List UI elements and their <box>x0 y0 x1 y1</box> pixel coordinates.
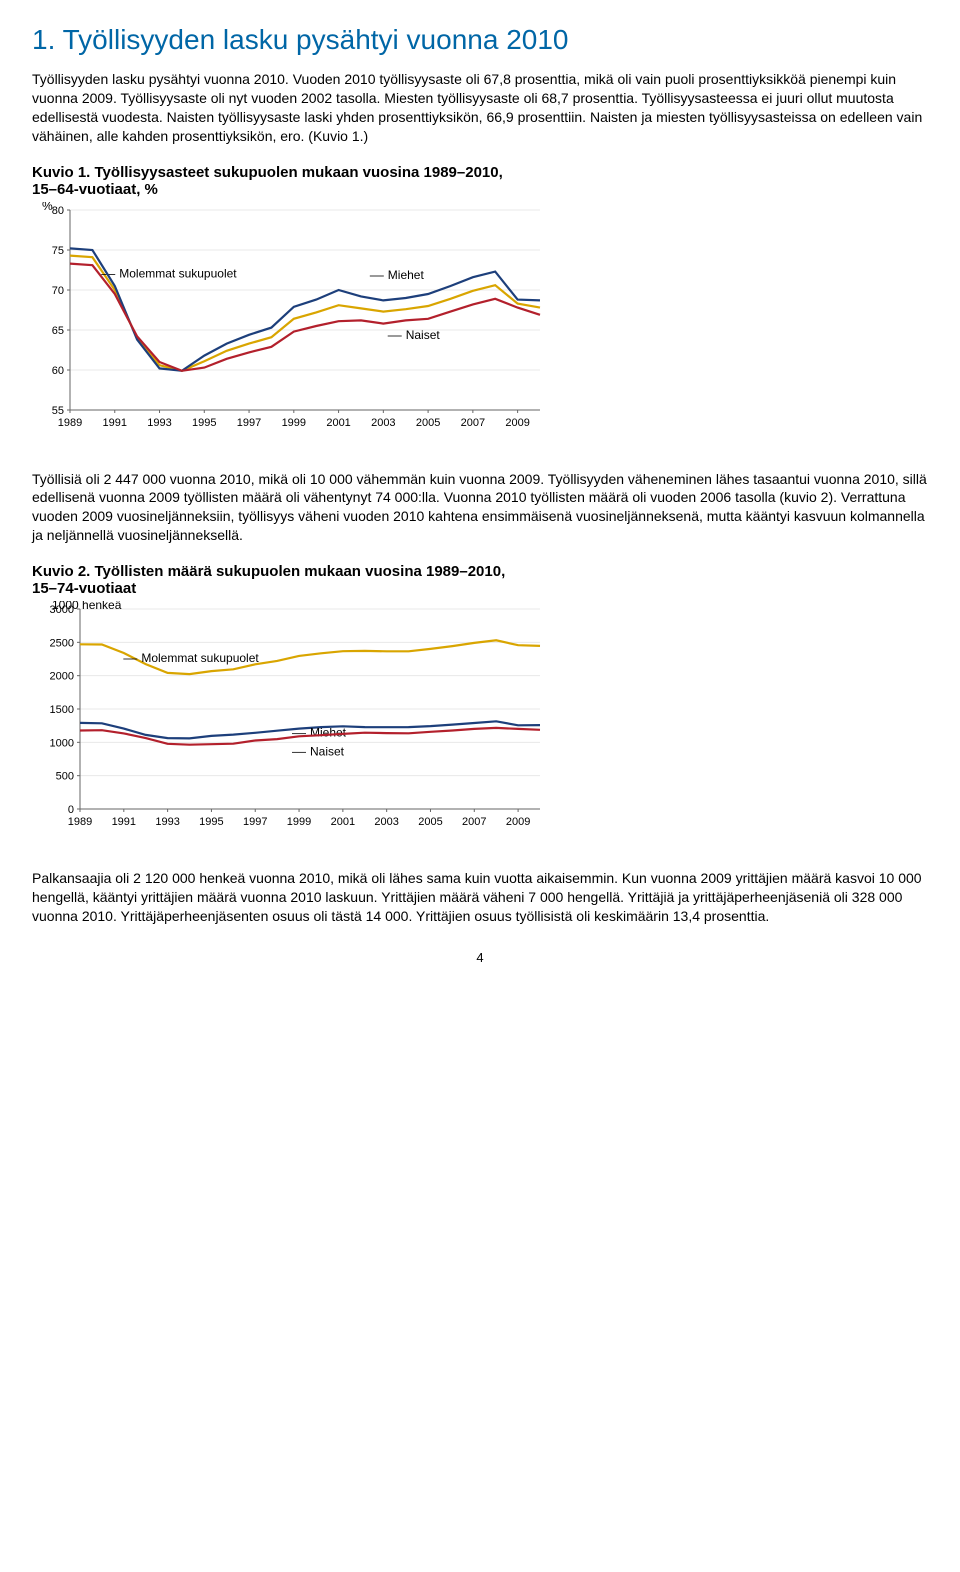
svg-text:1000: 1000 <box>50 737 74 749</box>
svg-text:0: 0 <box>68 804 74 816</box>
paragraph-1: Työllisyyden lasku pysähtyi vuonna 2010.… <box>32 70 928 146</box>
svg-text:1997: 1997 <box>237 417 261 429</box>
svg-text:Naiset: Naiset <box>310 744 345 758</box>
svg-text:1989: 1989 <box>68 816 92 828</box>
svg-text:Molemmat sukupuolet: Molemmat sukupuolet <box>119 266 237 280</box>
svg-text:2500: 2500 <box>50 637 74 649</box>
paragraph-2: Työllisiä oli 2 447 000 vuonna 2010, mik… <box>32 470 928 546</box>
figure2-title-line1: Kuvio 2. Työllisten määrä sukupuolen muk… <box>32 563 505 580</box>
page-number: 4 <box>32 950 928 965</box>
svg-text:1989: 1989 <box>58 417 82 429</box>
svg-text:Miehet: Miehet <box>310 726 347 740</box>
svg-text:1993: 1993 <box>147 417 171 429</box>
figure2-title-line2: 15–74-vuotiaat <box>32 580 136 597</box>
svg-text:2007: 2007 <box>462 816 486 828</box>
svg-text:2001: 2001 <box>331 816 355 828</box>
svg-text:2003: 2003 <box>371 417 395 429</box>
svg-text:1995: 1995 <box>199 816 223 828</box>
svg-text:2005: 2005 <box>416 417 440 429</box>
svg-text:2001: 2001 <box>326 417 350 429</box>
svg-text:1000 henkeä: 1000 henkeä <box>52 601 122 612</box>
svg-text:Molemmat sukupuolet: Molemmat sukupuolet <box>141 651 259 665</box>
svg-text:Naiset: Naiset <box>406 328 441 342</box>
svg-text:1997: 1997 <box>243 816 267 828</box>
svg-text:65: 65 <box>52 325 64 337</box>
svg-text:1999: 1999 <box>287 816 311 828</box>
figure1-title-line1: Kuvio 1. Työllisyysasteet sukupuolen muk… <box>32 164 503 181</box>
svg-text:2005: 2005 <box>418 816 442 828</box>
svg-text:1995: 1995 <box>192 417 216 429</box>
svg-text:1999: 1999 <box>282 417 306 429</box>
figure1-title-line2: 15–64-vuotiaat, % <box>32 181 158 198</box>
svg-text:500: 500 <box>56 771 74 783</box>
figure1-chart: 55 60 65 70 75 80 1989 1991 1993 1995 1997 1999 2001… <box>32 202 928 442</box>
svg-text:2000: 2000 <box>50 671 74 683</box>
paragraph-3: Palkansaajia oli 2 120 000 henkeä vuonna… <box>32 869 928 926</box>
figure2-chart: 0500100015002000250030001989199119931995… <box>32 601 928 841</box>
svg-text:1991: 1991 <box>103 417 127 429</box>
svg-text:2009: 2009 <box>505 417 529 429</box>
svg-text:70: 70 <box>52 285 64 297</box>
svg-text:2007: 2007 <box>461 417 485 429</box>
svg-text:%: % <box>42 202 53 213</box>
svg-text:Miehet: Miehet <box>388 268 425 282</box>
svg-text:2009: 2009 <box>506 816 530 828</box>
svg-text:55: 55 <box>52 405 64 417</box>
svg-text:1993: 1993 <box>155 816 179 828</box>
svg-text:80: 80 <box>52 205 64 217</box>
figure2-title: Kuvio 2. Työllisten määrä sukupuolen muk… <box>32 563 928 597</box>
svg-text:75: 75 <box>52 245 64 257</box>
svg-text:2003: 2003 <box>374 816 398 828</box>
svg-text:60: 60 <box>52 365 64 377</box>
figure1-title: Kuvio 1. Työllisyysasteet sukupuolen muk… <box>32 164 928 198</box>
svg-text:1500: 1500 <box>50 704 74 716</box>
svg-text:1991: 1991 <box>112 816 136 828</box>
page-heading: 1. Työllisyyden lasku pysähtyi vuonna 20… <box>32 24 928 56</box>
